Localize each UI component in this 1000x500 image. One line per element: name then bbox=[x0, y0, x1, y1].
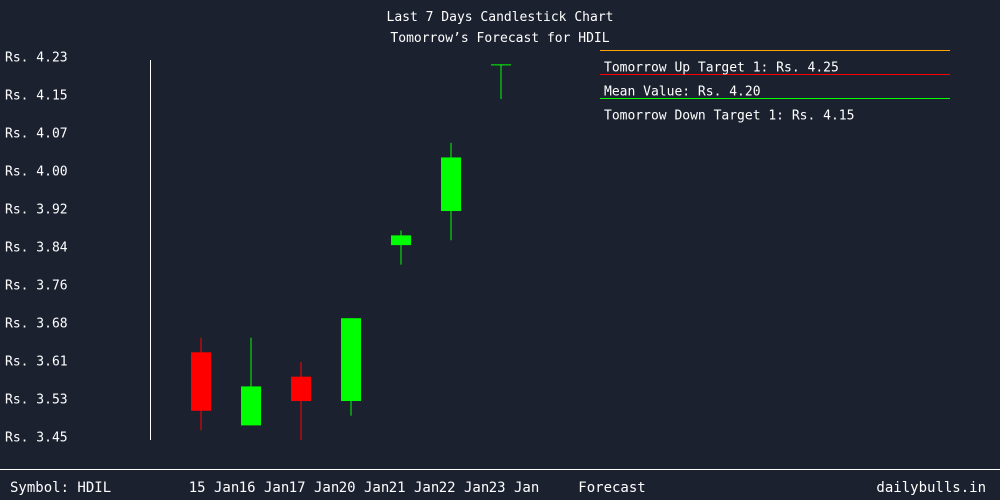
x-tick-label: 21 Jan bbox=[389, 480, 440, 496]
y-tick-label: Rs. 4.07 bbox=[5, 127, 68, 142]
y-tick-label: Rs. 4.23 bbox=[5, 51, 68, 66]
y-tick-label: Rs. 3.92 bbox=[5, 203, 68, 218]
candle bbox=[391, 230, 411, 265]
y-tick-label: Rs. 3.68 bbox=[5, 317, 68, 332]
chart-subtitle: Tomorrow’s Forecast for HDIL bbox=[390, 31, 610, 46]
y-tick-label: Rs. 3.61 bbox=[5, 355, 68, 370]
brand-label: dailybulls.in bbox=[876, 480, 986, 496]
candle-body bbox=[191, 352, 211, 411]
candle-body bbox=[441, 157, 461, 212]
forecast-mean-label: Mean Value: Rs. 4.20 bbox=[604, 85, 761, 100]
x-tick-label: 23 Jan bbox=[489, 480, 540, 496]
candle-body bbox=[391, 235, 411, 246]
y-tick-label: Rs. 3.76 bbox=[5, 279, 68, 294]
y-tick-label: Rs. 3.53 bbox=[5, 393, 68, 408]
candle-body bbox=[241, 386, 261, 426]
y-tick-label: Rs. 4.15 bbox=[5, 89, 68, 104]
candle bbox=[491, 64, 511, 99]
candle-body bbox=[291, 376, 311, 402]
x-tick-label: 15 Jan bbox=[189, 480, 240, 496]
y-tick-label: Rs. 3.84 bbox=[5, 241, 68, 256]
candle bbox=[291, 362, 311, 440]
forecast-up-target-label: Tomorrow Up Target 1: Rs. 4.25 bbox=[604, 61, 839, 76]
x-tick-label: 17 Jan bbox=[289, 480, 340, 496]
y-tick-label: Rs. 4.00 bbox=[5, 165, 68, 180]
x-tick-label: 22 Jan bbox=[439, 480, 490, 496]
x-tick-label: Forecast bbox=[578, 480, 645, 496]
candle bbox=[191, 337, 211, 431]
candle bbox=[341, 318, 361, 416]
y-tick-label: Rs. 3.45 bbox=[5, 431, 68, 446]
chart-title: Last 7 Days Candlestick Chart bbox=[386, 10, 614, 25]
candle bbox=[441, 142, 461, 241]
symbol-label: Symbol: HDIL bbox=[10, 480, 112, 496]
x-tick-label: 16 Jan bbox=[239, 480, 290, 496]
candle bbox=[241, 337, 261, 426]
forecast-down-target-label: Tomorrow Down Target 1: Rs. 4.15 bbox=[604, 109, 854, 124]
candle-body bbox=[341, 318, 361, 402]
x-tick-label: 20 Jan bbox=[339, 480, 390, 496]
